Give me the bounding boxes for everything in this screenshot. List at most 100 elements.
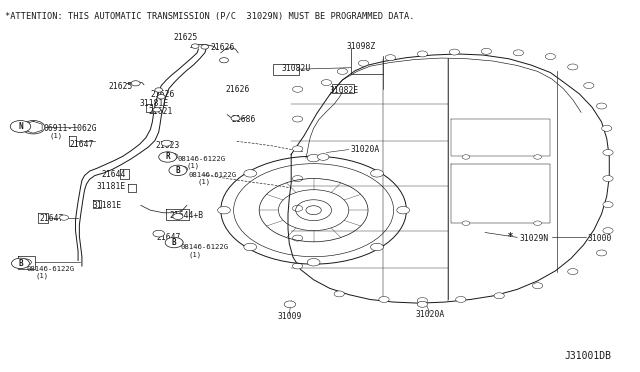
Circle shape (155, 88, 163, 92)
Circle shape (201, 45, 209, 49)
Circle shape (292, 205, 303, 211)
Circle shape (317, 154, 329, 160)
Circle shape (292, 176, 303, 182)
Circle shape (157, 94, 165, 99)
Circle shape (292, 146, 303, 152)
Circle shape (244, 243, 257, 251)
Circle shape (337, 68, 348, 74)
Text: J31001DB: J31001DB (564, 352, 611, 361)
Text: 21625: 21625 (173, 33, 198, 42)
Text: R: R (165, 153, 170, 161)
Circle shape (292, 116, 303, 122)
Text: (1): (1) (187, 163, 200, 169)
Circle shape (462, 221, 470, 225)
Text: 31181E: 31181E (96, 182, 125, 191)
Circle shape (385, 55, 396, 61)
Circle shape (534, 155, 541, 159)
Circle shape (161, 140, 172, 146)
Circle shape (596, 103, 607, 109)
Circle shape (159, 152, 177, 162)
Circle shape (292, 235, 303, 241)
Circle shape (397, 206, 410, 214)
Circle shape (131, 81, 140, 86)
Text: 31009: 31009 (277, 312, 301, 321)
Text: 31181E: 31181E (93, 201, 122, 210)
Text: 21647: 21647 (40, 214, 64, 223)
Circle shape (568, 64, 578, 70)
Text: B: B (18, 259, 23, 268)
Circle shape (220, 58, 228, 63)
Text: 21626: 21626 (150, 90, 175, 99)
Text: 31098Z: 31098Z (347, 42, 376, 51)
Circle shape (153, 230, 164, 237)
Circle shape (321, 80, 332, 86)
Circle shape (191, 44, 199, 48)
Circle shape (481, 48, 492, 54)
Text: 21625: 21625 (109, 82, 133, 91)
Text: B: B (175, 166, 180, 175)
Circle shape (545, 54, 556, 60)
Circle shape (602, 125, 612, 131)
Circle shape (532, 283, 543, 289)
Circle shape (358, 60, 369, 66)
Circle shape (534, 221, 541, 225)
Circle shape (603, 228, 613, 234)
Circle shape (231, 116, 240, 121)
Text: 21647: 21647 (69, 140, 93, 149)
Text: 21626: 21626 (211, 43, 235, 52)
Text: *ATTENTION: THIS AUTOMATIC TRANSMISSION (P/C  31029N) MUST BE PROGRAMMED DATA.: *ATTENTION: THIS AUTOMATIC TRANSMISSION … (5, 12, 415, 21)
Text: 21644+B: 21644+B (170, 211, 204, 219)
Text: 21686: 21686 (232, 115, 256, 124)
Circle shape (456, 296, 466, 302)
Circle shape (371, 170, 383, 177)
Circle shape (177, 166, 188, 172)
Circle shape (60, 215, 68, 220)
Circle shape (371, 243, 383, 251)
Text: 21621: 21621 (148, 107, 173, 116)
Circle shape (584, 83, 594, 89)
Circle shape (218, 206, 230, 214)
Text: 31020A: 31020A (351, 145, 380, 154)
Circle shape (603, 176, 613, 182)
Circle shape (165, 237, 183, 248)
Circle shape (513, 50, 524, 56)
Circle shape (284, 301, 296, 308)
Circle shape (462, 155, 470, 159)
Circle shape (169, 165, 187, 176)
Circle shape (379, 296, 389, 302)
Circle shape (417, 51, 428, 57)
Text: (1): (1) (50, 132, 63, 139)
Text: 08146-6122G: 08146-6122G (180, 244, 228, 250)
Text: *: * (508, 232, 513, 242)
Circle shape (494, 293, 504, 299)
Text: (1): (1) (35, 272, 49, 279)
Circle shape (173, 214, 183, 219)
Circle shape (10, 121, 31, 132)
Text: 31000: 31000 (588, 234, 612, 243)
Text: N: N (18, 122, 23, 131)
Text: 21623: 21623 (156, 141, 180, 150)
Circle shape (417, 301, 428, 307)
Text: 06911-1062G: 06911-1062G (44, 124, 97, 133)
Circle shape (596, 250, 607, 256)
Circle shape (173, 240, 183, 246)
Text: 31082U: 31082U (281, 64, 310, 73)
Circle shape (292, 86, 303, 92)
Text: B: B (172, 238, 177, 247)
Circle shape (603, 150, 613, 155)
Text: 08146-6122G: 08146-6122G (178, 156, 226, 162)
Circle shape (307, 154, 320, 162)
Circle shape (22, 121, 45, 134)
Circle shape (292, 263, 303, 269)
Text: 08146-6122G: 08146-6122G (189, 172, 237, 178)
Text: 31020A: 31020A (415, 310, 445, 319)
Circle shape (568, 269, 578, 275)
Circle shape (153, 108, 161, 112)
Circle shape (244, 170, 257, 177)
Circle shape (307, 259, 320, 266)
Circle shape (417, 298, 428, 304)
Text: 31082E: 31082E (330, 86, 359, 94)
Circle shape (20, 259, 31, 266)
Text: 21626: 21626 (226, 85, 250, 94)
Circle shape (334, 291, 344, 297)
